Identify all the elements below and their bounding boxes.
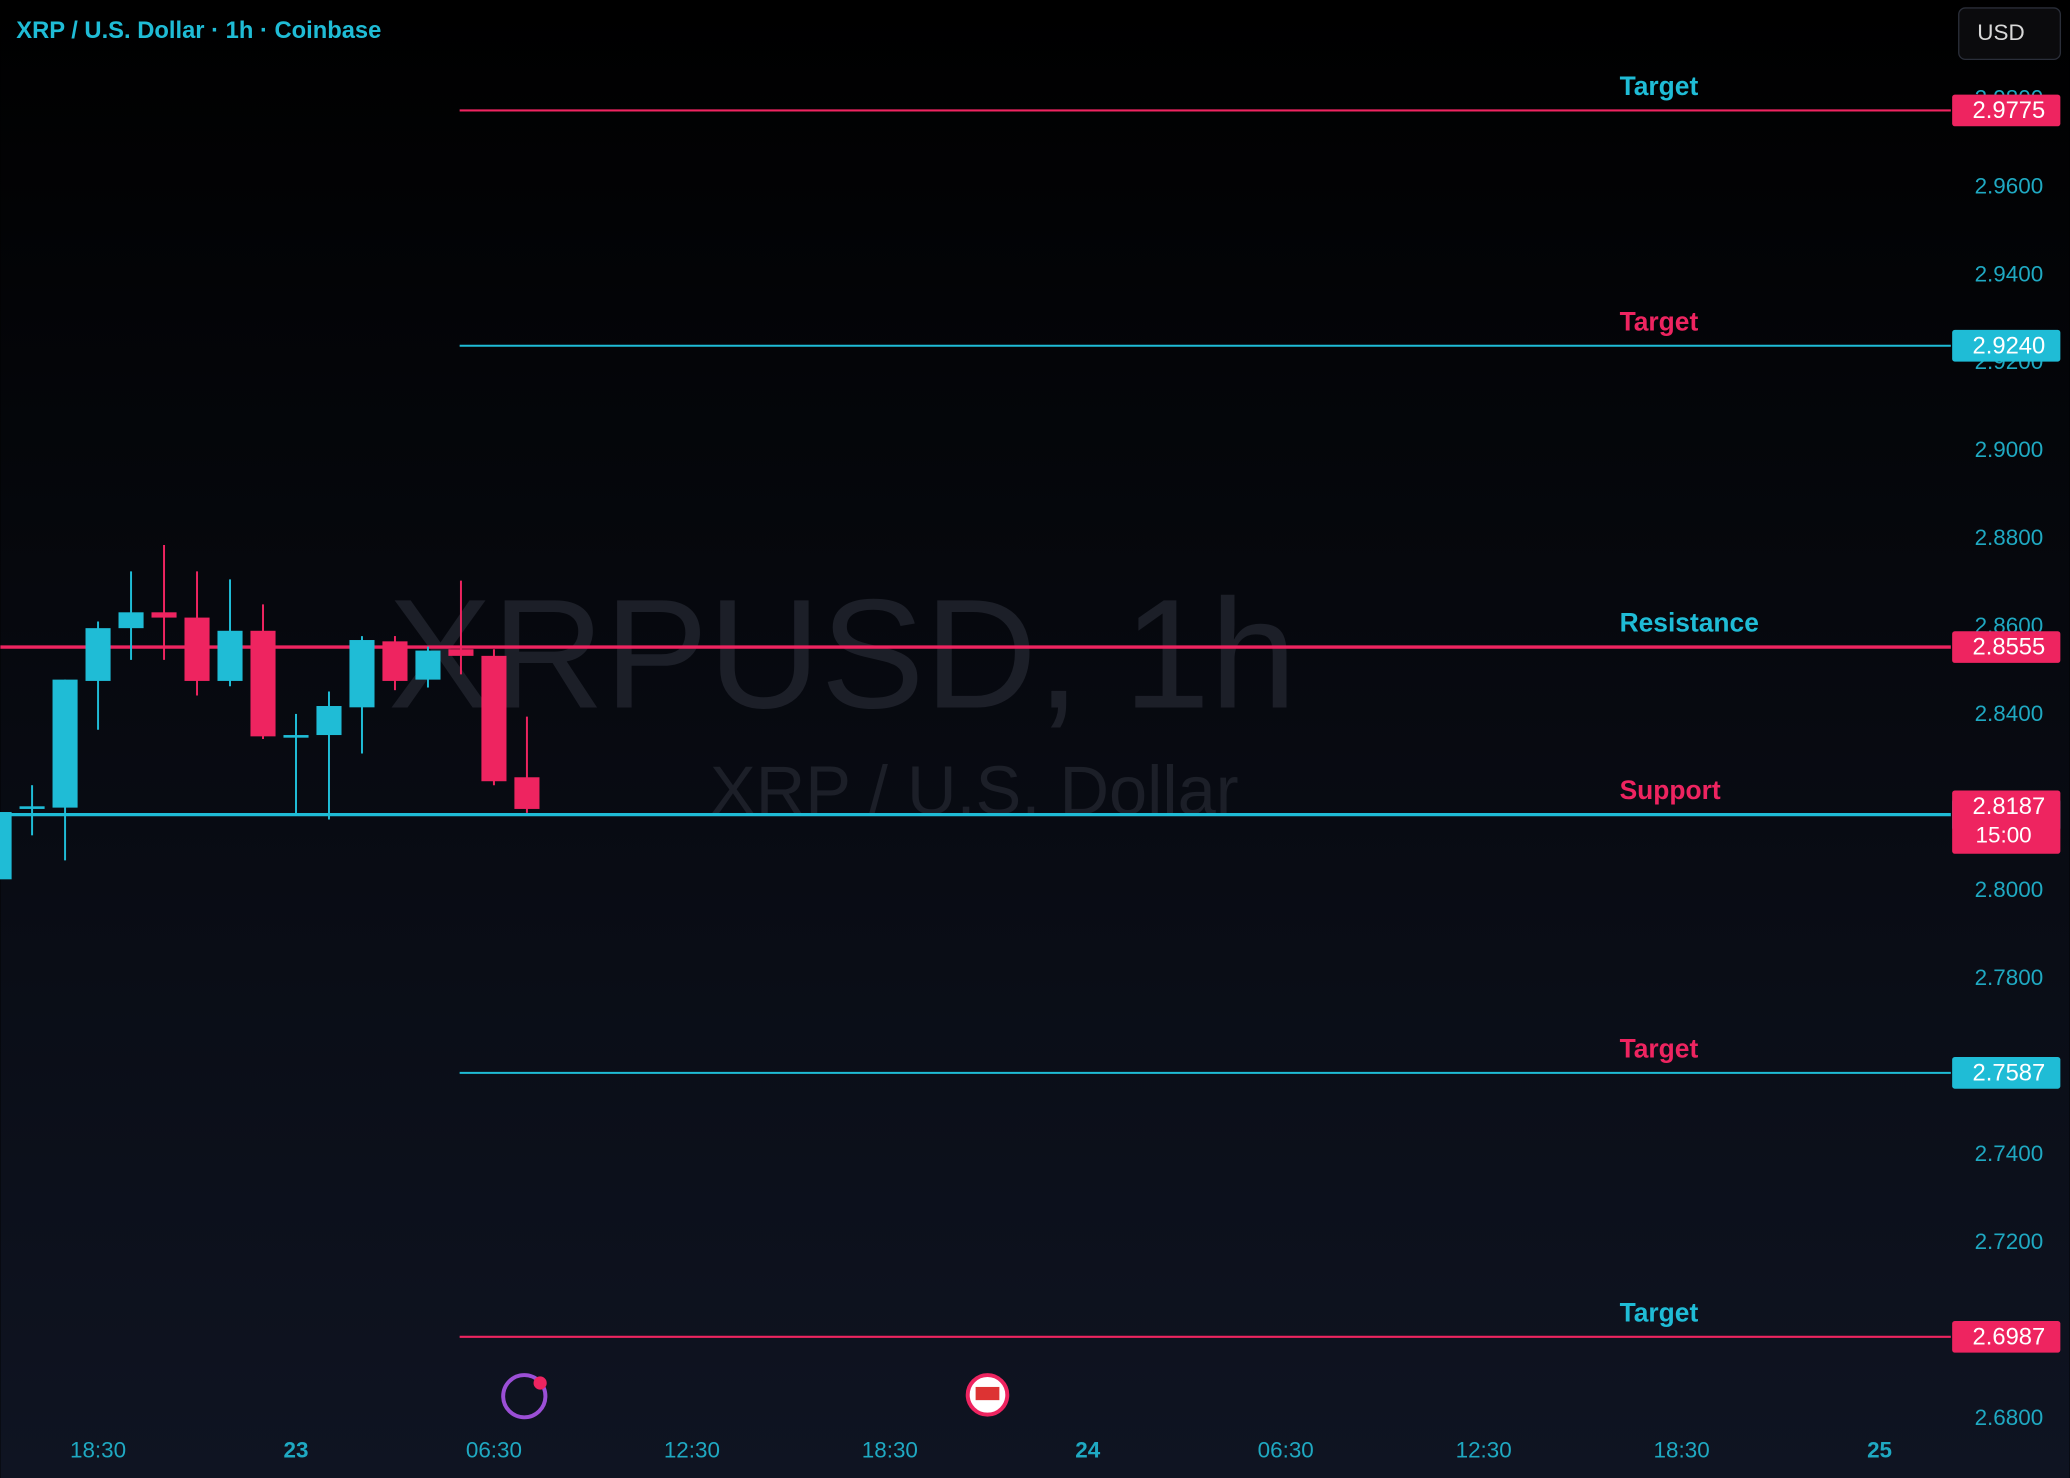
level-price-box (1952, 631, 2061, 663)
candle-body (481, 655, 507, 782)
candle-body (283, 735, 309, 738)
y-tick-label: 2.8800 (1975, 525, 2044, 550)
currency-button[interactable] (1958, 7, 2062, 61)
y-tick-label: 2.8000 (1975, 877, 2044, 902)
y-tick-label: 2.7200 (1975, 1229, 2044, 1254)
y-tick-label: 2.8400 (1975, 701, 2044, 726)
level-price-box (1952, 1057, 2061, 1089)
y-tick-label: 2.6800 (1975, 1405, 2044, 1430)
x-tick-label: 24 (1075, 1438, 1100, 1463)
level-label: Resistance (1620, 608, 1759, 638)
x-tick-label: 23 (284, 1438, 309, 1463)
flag-icon-stripes (975, 1386, 1000, 1401)
x-tick-label: 12:30 (664, 1438, 720, 1463)
level-price-label: 2.7587 (1973, 1059, 2046, 1086)
countdown-label: 15:00 (1976, 823, 2032, 848)
candle-body (448, 649, 474, 656)
level-label: Target (1620, 1297, 1699, 1327)
candle-body (0, 812, 12, 880)
y-tick-label: 2.7800 (1975, 965, 2044, 990)
y-tick-label: 2.9600 (1975, 173, 2044, 198)
candle-body (118, 612, 144, 629)
x-tick-label: 25 (1867, 1438, 1892, 1463)
x-tick-label: 06:30 (466, 1438, 522, 1463)
watermark-subtitle: XRP / U.S. Dollar (710, 752, 1239, 829)
candle-body (382, 641, 408, 681)
currency-label: USD (1977, 20, 2024, 45)
y-tick-label: 2.9000 (1975, 437, 2044, 462)
candle-body (52, 679, 78, 808)
event-icon[interactable] (501, 1373, 548, 1420)
level-price-label: 2.6987 (1973, 1323, 2046, 1350)
level-price-label: 2.8555 (1973, 634, 2046, 661)
candle-body (19, 806, 45, 809)
level-price-box (1952, 94, 2061, 127)
candle-body (217, 630, 243, 681)
chart-title: XRP / U.S. Dollar · 1h · Coinbase (16, 17, 381, 44)
level-label: Target (1620, 1033, 1699, 1063)
level-label: Target (1620, 306, 1699, 336)
level-price-box (1952, 329, 2061, 362)
flag-icon[interactable] (965, 1373, 1010, 1417)
level-price-label: 2.9240 (1973, 332, 2046, 359)
x-tick-label: 18:30 (862, 1438, 918, 1463)
last-price-label: 2.8187 (1973, 793, 2046, 820)
x-tick-label: 12:30 (1456, 1438, 1512, 1463)
x-tick-label: 18:30 (70, 1438, 126, 1463)
last-price-box (1952, 790, 2061, 854)
candle-body (250, 630, 276, 737)
y-tick-label: 2.9400 (1975, 261, 2044, 286)
watermark: XRPUSD, 1h (388, 567, 1297, 741)
level-price-box (1952, 1320, 2061, 1353)
x-tick-label: 18:30 (1654, 1438, 1710, 1463)
candle-body (415, 650, 441, 680)
y-tick-label: 2.7400 (1975, 1141, 2044, 1166)
event-icon-dot (533, 1376, 547, 1390)
plot (0, 109, 1951, 1338)
candle-body (514, 777, 540, 809)
event-icon-ring (501, 1373, 548, 1420)
level-label: Support (1620, 775, 1721, 805)
candle-body (349, 640, 375, 708)
candle-body (316, 706, 342, 736)
candle-body (85, 628, 111, 681)
x-tick-label: 06:30 (1258, 1438, 1314, 1463)
level-label: Target (1620, 71, 1699, 101)
level-price-label: 2.9775 (1973, 97, 2046, 124)
candle-body (184, 617, 210, 681)
candle-body (151, 612, 177, 618)
